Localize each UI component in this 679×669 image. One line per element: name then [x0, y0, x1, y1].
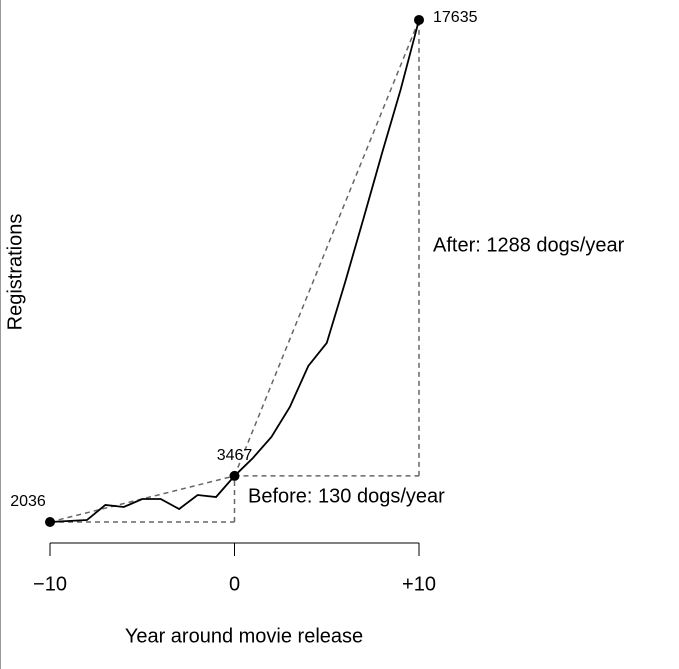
trend-line: [49, 475, 235, 523]
x-tick-label: 0: [229, 573, 240, 595]
annotation: After: 1288 dogs/year: [433, 234, 625, 256]
x-tick-label: −10: [33, 573, 67, 595]
trend-line: [233, 19, 420, 477]
point-label: 17635: [433, 9, 478, 26]
point-label: 2036: [10, 493, 46, 510]
point: [414, 14, 424, 25]
y-axis-label: Registrations: [4, 214, 26, 331]
point: [45, 516, 55, 527]
point: [229, 470, 240, 481]
x-axis-label: Year around movie release: [125, 625, 363, 647]
point-label: 3467: [217, 447, 253, 464]
annotation: Before: 130 dogs/year: [248, 485, 445, 507]
x-tick-label: +10: [402, 573, 436, 595]
